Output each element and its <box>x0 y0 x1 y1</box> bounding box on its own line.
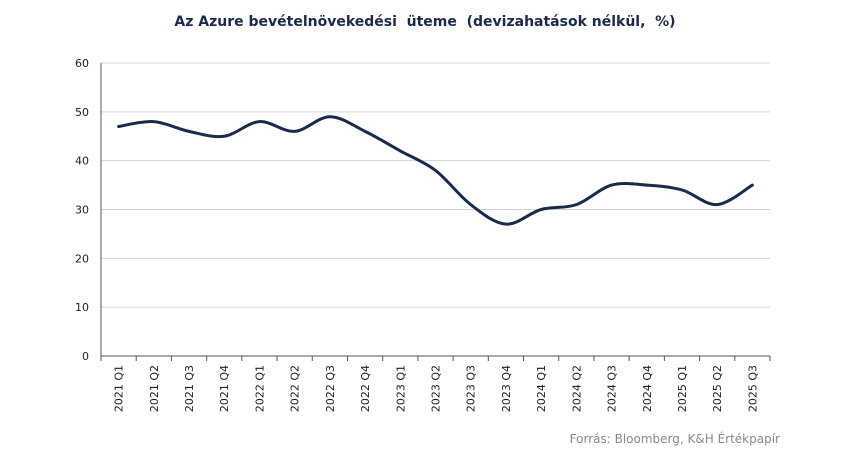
x-tick-label: 2023 Q1 <box>394 365 407 412</box>
y-tick-label: 60 <box>75 57 89 70</box>
data-point <box>574 203 578 207</box>
data-point <box>398 149 402 153</box>
x-tick-label: 2025 Q3 <box>746 365 759 412</box>
data-point <box>117 124 121 128</box>
x-tick-label: 2024 Q2 <box>570 365 583 412</box>
x-tick-label: 2025 Q1 <box>676 365 689 412</box>
y-axis: 0 10 20 30 40 50 60 <box>75 57 102 363</box>
y-tick-label: 50 <box>75 106 89 119</box>
data-point <box>469 203 473 207</box>
x-tick-label: 2021 Q3 <box>183 365 196 412</box>
x-tick-label: 2022 Q4 <box>359 365 372 412</box>
x-tick-label: 2025 Q2 <box>711 365 724 412</box>
data-point <box>750 183 754 187</box>
x-tick-label: 2021 Q4 <box>218 365 231 412</box>
data-point <box>187 129 191 133</box>
x-tick-label: 2022 Q3 <box>324 365 337 412</box>
x-tick-label: 2023 Q4 <box>500 365 513 412</box>
y-tick-label: 0 <box>82 350 89 363</box>
y-tick-label: 30 <box>75 204 89 217</box>
x-tick-label: 2024 Q3 <box>606 365 619 412</box>
data-point <box>293 129 297 133</box>
data-point <box>504 222 508 226</box>
data-point <box>222 134 226 138</box>
data-point <box>152 120 156 124</box>
plot-area <box>117 115 754 226</box>
data-point <box>328 115 332 119</box>
data-point <box>363 129 367 133</box>
data-point <box>715 203 719 207</box>
data-point <box>257 120 261 124</box>
gridlines <box>101 62 770 308</box>
x-axis: 2021 Q1 2021 Q2 2021 Q3 2021 Q4 2022 Q1 2022 … <box>100 355 771 412</box>
y-tick-label: 40 <box>75 155 89 168</box>
x-tick-label: 2024 Q1 <box>535 365 548 412</box>
x-tick-label: 2022 Q2 <box>289 365 302 412</box>
data-point <box>645 183 649 187</box>
x-tick-label: 2023 Q2 <box>430 365 443 412</box>
series-line <box>117 115 754 226</box>
x-tick-label: 2023 Q3 <box>465 365 478 412</box>
chart-title: Az Azure bevételnövekedési üteme (deviza… <box>174 14 676 30</box>
x-tick-label: 2024 Q4 <box>641 365 654 412</box>
data-point <box>434 168 438 172</box>
x-tick-label: 2021 Q1 <box>113 365 126 412</box>
y-tick-label: 10 <box>75 301 89 314</box>
x-tick-label: 2022 Q1 <box>253 365 266 412</box>
y-tick-label: 20 <box>75 252 89 265</box>
data-point <box>539 208 543 212</box>
source-note: Forrás: Bloomberg, K&H Értékpapír <box>569 432 780 446</box>
x-tick-label: 2021 Q2 <box>148 365 161 412</box>
data-point <box>680 188 684 192</box>
data-point <box>610 183 614 187</box>
